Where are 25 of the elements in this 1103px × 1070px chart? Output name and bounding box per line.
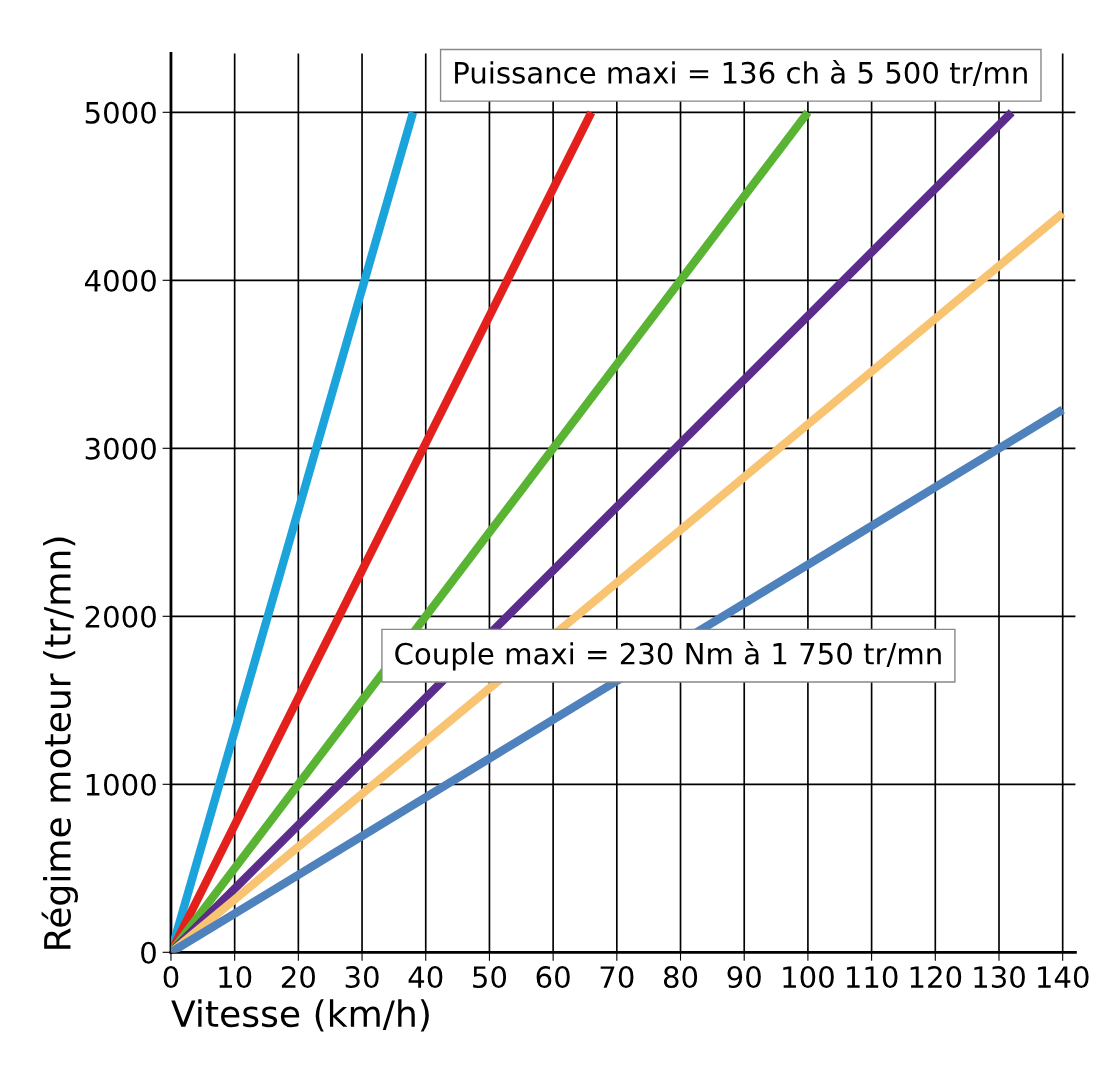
y-tick-label: 1000 bbox=[86, 773, 156, 796]
x-tick-label: 130 bbox=[974, 966, 1025, 989]
x-tick-label: 0 bbox=[163, 966, 179, 989]
annotation: Couple maxi = 230 Nm à 1 750 tr/mn bbox=[395, 641, 941, 671]
x-tick-label: 140 bbox=[1038, 966, 1089, 989]
x-tick-label: 80 bbox=[663, 966, 698, 989]
x-tick-label: 50 bbox=[473, 966, 507, 989]
x-tick-label: 60 bbox=[536, 966, 570, 989]
x-axis-title: Vitesse (km/h) bbox=[171, 999, 429, 1032]
x-tick-label: 40 bbox=[408, 966, 443, 989]
x-tick-label: 30 bbox=[345, 966, 379, 989]
y-tick-label: 3000 bbox=[85, 437, 156, 460]
x-tick-label: 120 bbox=[910, 966, 962, 989]
x-tick-label: 100 bbox=[783, 966, 834, 989]
x-tick-label: 110 bbox=[846, 966, 898, 989]
y-tick-label: 4000 bbox=[84, 269, 156, 292]
y-tick-label: 5000 bbox=[85, 101, 156, 124]
x-tick-label: 70 bbox=[600, 966, 634, 989]
x-tick-label: 20 bbox=[281, 966, 315, 989]
x-tick-label: 10 bbox=[219, 966, 252, 989]
annotation: Puissance maxi = 136 ch à 5 500 tr/mn bbox=[455, 60, 1027, 87]
x-tick-label: 90 bbox=[727, 966, 761, 989]
y-tick-label: 0 bbox=[141, 941, 156, 964]
y-axis-title: Régime moteur (tr/mn) bbox=[41, 537, 78, 949]
y-tick-label: 2000 bbox=[85, 605, 156, 628]
